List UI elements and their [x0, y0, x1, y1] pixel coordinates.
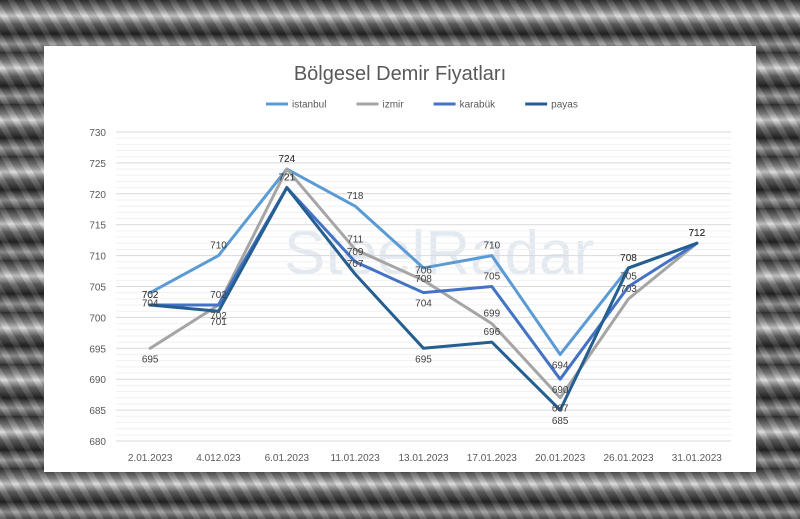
data-label: 695 [415, 354, 432, 365]
data-label: 703 [620, 284, 637, 295]
data-label: 685 [552, 416, 569, 427]
y-tick-label: 720 [89, 190, 106, 201]
watermark: SteelRadar [284, 219, 594, 288]
x-tick-label: 26.01.2023 [603, 453, 653, 464]
data-label: 695 [142, 354, 159, 365]
data-label: 702 [210, 311, 227, 322]
data-label: 694 [552, 360, 569, 371]
y-tick-label: 695 [89, 344, 106, 355]
x-tick-label: 17.01.2023 [467, 453, 517, 464]
data-label: 724 [278, 154, 295, 165]
data-label: 711 [347, 234, 363, 245]
data-label: 721 [278, 173, 295, 184]
chart-title: Bölgesel Demir Fiyatları [294, 63, 506, 85]
data-label: 704 [142, 299, 159, 310]
data-label: 705 [620, 272, 637, 283]
x-tick-label: 11.01.2023 [331, 453, 381, 464]
chart-panel: SteelRadar 680 685 690 695 700 705 710 715 720 72… [44, 46, 756, 472]
data-label: 690 [552, 385, 569, 396]
data-label: 699 [483, 309, 500, 320]
legend-label: karabük [460, 100, 497, 111]
data-label: 696 [483, 327, 500, 338]
x-tick-label: 2.01.2023 [128, 453, 173, 464]
data-label: 712 [688, 228, 705, 239]
line-chart: SteelRadar 680 685 690 695 700 705 710 715 720 72… [89, 63, 731, 464]
y-tick-label: 715 [89, 221, 106, 232]
data-label: 708 [620, 253, 637, 264]
data-label: 721 [278, 173, 295, 184]
y-tick-label: 685 [89, 406, 106, 417]
data-label: 718 [347, 191, 364, 202]
data-label: 705 [483, 272, 500, 283]
x-tick-label: 31.01.2023 [672, 453, 722, 464]
y-tick-label: 725 [89, 159, 106, 170]
series-line-istanbul [148, 167, 699, 356]
y-tick-label: 730 [89, 128, 106, 139]
data-label: 704 [415, 299, 432, 310]
x-tick-label: 13.01.2023 [398, 453, 448, 464]
data-label: 702 [210, 290, 227, 301]
data-label: 707 [347, 259, 364, 270]
data-label: 708 [415, 274, 432, 285]
y-tick-label: 705 [89, 283, 106, 294]
data-label: 702 [142, 290, 159, 301]
data-label: 710 [483, 241, 500, 252]
x-tick-label: 4.012.023 [196, 453, 241, 464]
data-label: 710 [210, 241, 227, 252]
data-label: 724 [278, 154, 295, 165]
legend-label: izmir [382, 100, 404, 111]
data-label: 712 [688, 228, 705, 239]
data-label: 687 [552, 404, 569, 415]
series-line-payas [148, 186, 699, 412]
y-tick-label: 700 [89, 313, 106, 324]
legend-label: payas [551, 100, 578, 111]
x-tick-label: 6.01.2023 [265, 453, 310, 464]
data-label: 708 [620, 253, 637, 264]
data-label: 712 [688, 228, 705, 239]
x-tick-label: 20.01.2023 [535, 453, 585, 464]
data-label: 706 [415, 265, 432, 276]
data-label: 702 [142, 290, 159, 301]
series-line-izmir [148, 167, 699, 400]
data-label: 701 [210, 317, 227, 328]
y-tick-label: 690 [89, 375, 106, 386]
y-tick-label: 680 [89, 437, 106, 448]
y-tick-label: 710 [89, 252, 106, 263]
data-label: 709 [347, 247, 364, 258]
legend-label: istanbul [292, 100, 326, 111]
data-label: 712 [688, 228, 705, 239]
